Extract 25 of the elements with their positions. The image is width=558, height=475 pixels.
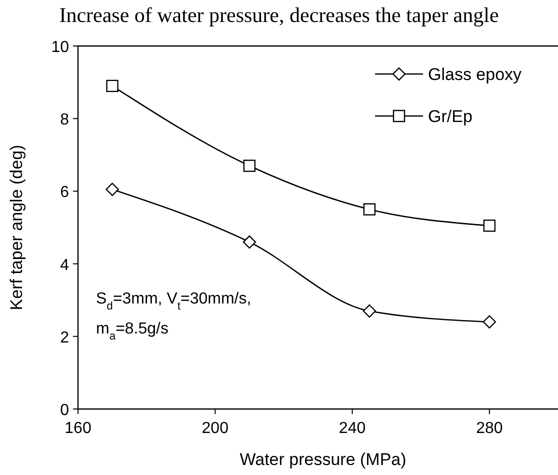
chart-title: Increase of water pressure, decreases the taper angle: [59, 3, 499, 27]
legend-label: Glass epoxy: [428, 65, 522, 84]
y-tick-label: 4: [60, 256, 70, 274]
x-tick-label: 200: [202, 420, 229, 437]
annotation: m$_{a}$=8.5g/s: [96, 320, 168, 343]
point: [243, 160, 256, 172]
x-axis-title: Water pressure (MPa): [240, 450, 406, 469]
point: [242, 235, 256, 249]
y-tick-label: 10: [51, 39, 70, 56]
legend-label: Gr/Ep: [428, 107, 472, 126]
y-tick-label: 6: [60, 184, 70, 202]
point: [363, 203, 376, 216]
point: [106, 80, 118, 92]
x-tick-label: 160: [64, 420, 92, 437]
x-tick-label: 240: [338, 420, 366, 437]
y-tick-label: 8: [60, 112, 70, 129]
point: [362, 304, 376, 318]
point: [483, 220, 496, 232]
y-tick-label: 0: [60, 402, 70, 419]
annotation: S$_{d}$=3mm, V$_{t}$=30mm/s,: [96, 290, 252, 313]
x-tick-label: 280: [476, 420, 503, 437]
y-axis-title: Kerf taper angle (deg): [7, 144, 26, 310]
y-tick-label: 2: [60, 329, 70, 346]
point: [106, 182, 119, 196]
point: [482, 315, 496, 328]
